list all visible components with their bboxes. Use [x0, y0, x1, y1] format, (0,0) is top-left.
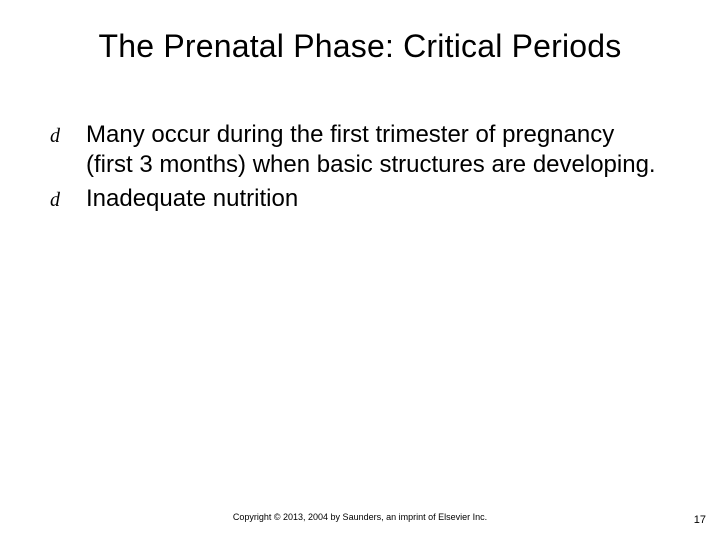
- slide: The Prenatal Phase: Critical Periods d M…: [0, 0, 720, 540]
- bullet-item: d Inadequate nutrition: [48, 184, 660, 216]
- bullet-item: d Many occur during the first trimester …: [48, 120, 660, 180]
- bullet-text: Many occur during the first trimester of…: [86, 120, 660, 180]
- bullet-text: Inadequate nutrition: [86, 184, 660, 214]
- bullet-icon: d: [48, 184, 86, 216]
- bullet-icon: d: [48, 120, 86, 152]
- page-number: 17: [694, 514, 706, 526]
- slide-body: d Many occur during the first trimester …: [48, 120, 660, 220]
- copyright-text: Copyright © 2013, 2004 by Saunders, an i…: [0, 512, 720, 522]
- slide-title: The Prenatal Phase: Critical Periods: [0, 28, 720, 65]
